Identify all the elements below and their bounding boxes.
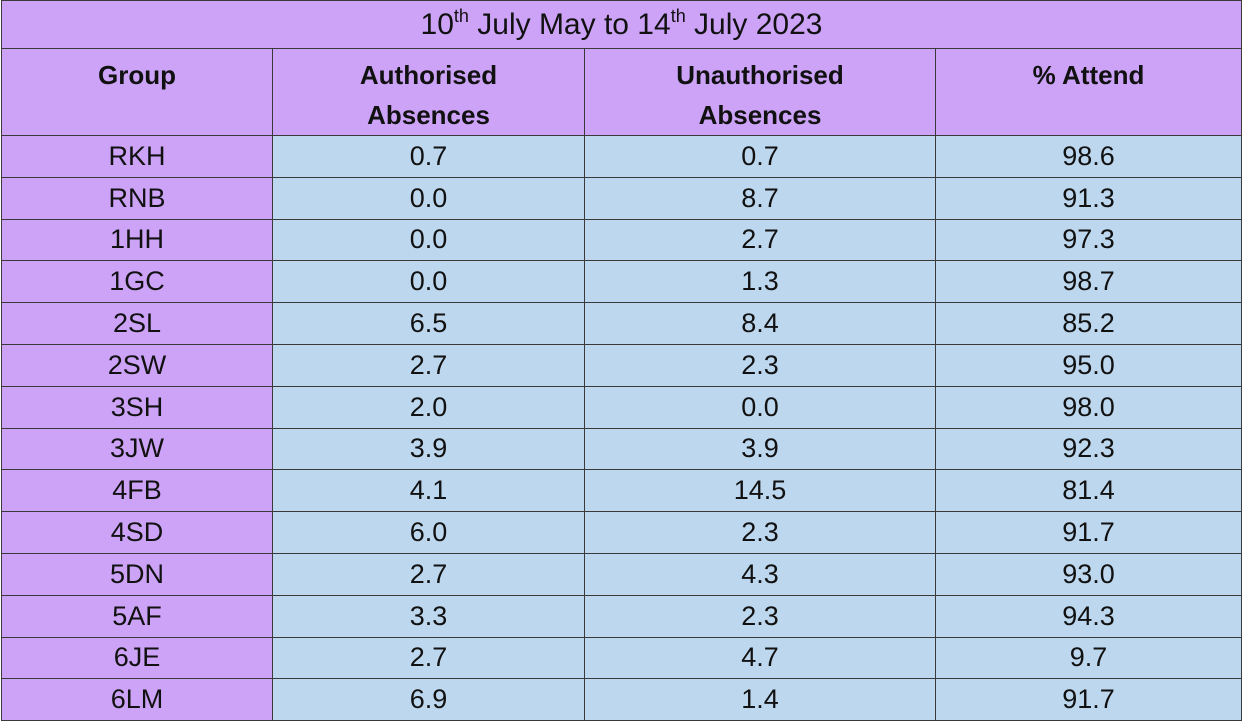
table-row: 2SW 2.7 2.3 95.0 <box>1 343 1242 387</box>
table-row: 4FB 4.1 14.5 81.4 <box>1 469 1242 513</box>
value-cell: 2.3 <box>584 343 936 387</box>
value-cell: 4.7 <box>584 636 936 680</box>
title-text: July May to 14 <box>468 7 671 41</box>
value-cell: 2.0 <box>272 385 585 429</box>
value-cell: 3.3 <box>272 594 585 638</box>
group-cell: 2SW <box>1 343 273 387</box>
column-header: % Attend <box>935 48 1242 136</box>
table-row: 4SD 6.0 2.3 91.7 <box>1 511 1242 554</box>
table-row: 6LM 6.9 1.4 91.7 <box>1 678 1242 721</box>
value-cell: 0.0 <box>272 176 585 220</box>
value-cell: 2.3 <box>584 594 936 638</box>
value-cell: 98.7 <box>935 260 1242 304</box>
group-cell: 6JE <box>1 636 273 680</box>
value-cell: 91.7 <box>935 678 1242 721</box>
table-row: 6JE 2.7 4.7 9.7 <box>1 636 1242 680</box>
column-header: Authorised Absences <box>272 48 585 136</box>
title-cell: 10th July May to 14th July 2023 <box>1 0 1242 49</box>
column-header: Group <box>1 48 273 136</box>
value-cell: 95.0 <box>935 343 1242 387</box>
value-cell: 2.7 <box>584 218 936 262</box>
value-cell: 3.9 <box>272 427 585 471</box>
value-cell: 85.2 <box>935 302 1242 345</box>
table-row: 2SL 6.5 8.4 85.2 <box>1 302 1242 345</box>
group-cell: 1HH <box>1 218 273 262</box>
group-cell: 4FB <box>1 469 273 513</box>
column-header: Unauthorised Absences <box>584 48 936 136</box>
value-cell: 0.7 <box>272 135 585 178</box>
column-header-text: % Attend <box>1032 60 1145 90</box>
value-cell: 2.7 <box>272 636 585 680</box>
group-cell: 6LM <box>1 678 273 721</box>
group-cell: 5AF <box>1 594 273 638</box>
group-cell: 4SD <box>1 511 273 554</box>
value-cell: 98.6 <box>935 135 1242 178</box>
group-cell: 3SH <box>1 385 273 429</box>
value-cell: 3.9 <box>584 427 936 471</box>
value-cell: 0.0 <box>584 385 936 429</box>
table-row: 3JW 3.9 3.9 92.3 <box>1 427 1242 471</box>
value-cell: 0.0 <box>272 260 585 304</box>
value-cell: 93.0 <box>935 552 1242 596</box>
value-cell: 0.7 <box>584 135 936 178</box>
group-cell: 2SL <box>1 302 273 345</box>
value-cell: 6.0 <box>272 511 585 554</box>
title-superscript: th <box>670 5 686 26</box>
value-cell: 94.3 <box>935 594 1242 638</box>
title-text: July 2023 <box>685 7 823 41</box>
value-cell: 2.7 <box>272 552 585 596</box>
title-text: 10 <box>420 7 454 41</box>
title-row: 10th July May to 14th July 2023 <box>1 0 1242 49</box>
value-cell: 14.5 <box>584 469 936 513</box>
value-cell: 1.3 <box>584 260 936 304</box>
table-row: RKH 0.7 0.7 98.6 <box>1 135 1242 178</box>
value-cell: 81.4 <box>935 469 1242 513</box>
value-cell: 6.5 <box>272 302 585 345</box>
table-row: 3SH 2.0 0.0 98.0 <box>1 385 1242 429</box>
value-cell: 2.7 <box>272 343 585 387</box>
column-header-text: Authorised Absences <box>359 60 498 130</box>
value-cell: 0.0 <box>272 218 585 262</box>
value-cell: 92.3 <box>935 427 1242 471</box>
table-row: 1GC 0.0 1.3 98.7 <box>1 260 1242 304</box>
value-cell: 98.0 <box>935 385 1242 429</box>
group-cell: RNB <box>1 176 273 220</box>
value-cell: 91.3 <box>935 176 1242 220</box>
table-row: 5AF 3.3 2.3 94.3 <box>1 594 1242 638</box>
column-header-text: Group <box>98 60 176 90</box>
value-cell: 9.7 <box>935 636 1242 680</box>
table-row: 5DN 2.7 4.3 93.0 <box>1 552 1242 596</box>
header-row: Group Authorised Absences Unauthorised Abs… <box>1 48 1242 136</box>
column-header-text: Unauthorised Absences <box>676 60 844 130</box>
table-row: 1HH 0.0 2.7 97.3 <box>1 218 1242 262</box>
group-cell: 5DN <box>1 552 273 596</box>
group-cell: RKH <box>1 135 273 178</box>
value-cell: 8.4 <box>584 302 936 345</box>
title-superscript: th <box>453 5 469 26</box>
value-cell: 4.3 <box>584 552 936 596</box>
value-cell: 1.4 <box>584 678 936 721</box>
group-cell: 3JW <box>1 427 273 471</box>
table-row: RNB 0.0 8.7 91.3 <box>1 176 1242 220</box>
value-cell: 97.3 <box>935 218 1242 262</box>
value-cell: 4.1 <box>272 469 585 513</box>
value-cell: 2.3 <box>584 511 936 554</box>
value-cell: 91.7 <box>935 511 1242 554</box>
group-cell: 1GC <box>1 260 273 304</box>
value-cell: 8.7 <box>584 176 936 220</box>
value-cell: 6.9 <box>272 678 585 721</box>
